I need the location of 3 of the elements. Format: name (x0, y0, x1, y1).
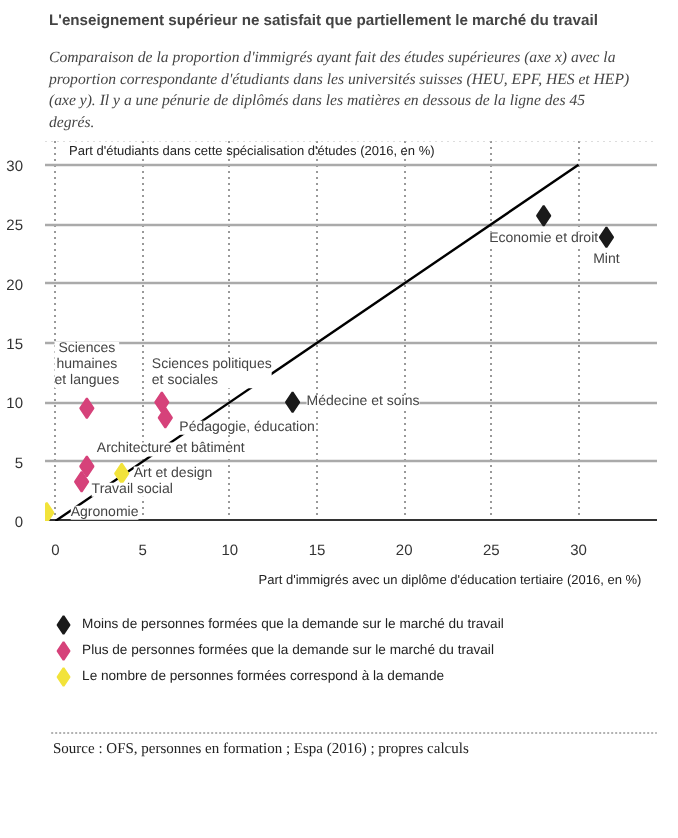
point (284, 391, 301, 414)
point (73, 470, 90, 493)
point (598, 226, 615, 249)
